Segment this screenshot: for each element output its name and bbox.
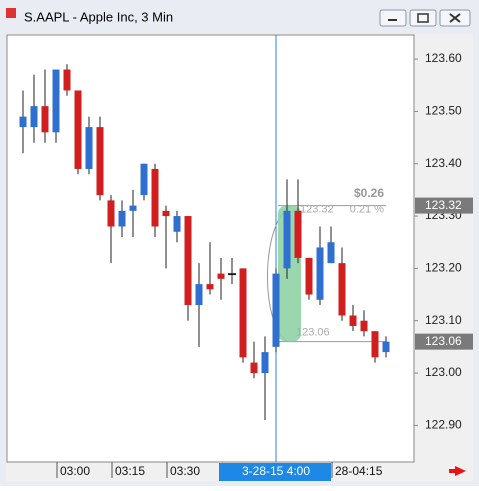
window-buttons[interactable]: [379, 9, 471, 27]
candle-body: [217, 273, 225, 279]
y-tick-label: 123.40: [425, 156, 462, 170]
candle-body: [30, 106, 38, 128]
candle-body: [195, 284, 203, 306]
price-tag-label: 123.32: [425, 198, 462, 212]
candle-body: [239, 268, 247, 358]
candle-body: [327, 242, 335, 264]
measure-change: $0.26: [354, 186, 384, 200]
x-tick-label: 28-04:15: [335, 464, 383, 478]
candle-body: [316, 247, 324, 300]
measure-percent: 0.21 %: [350, 203, 384, 215]
candle-body: [250, 362, 258, 374]
y-tick-label: 123.10: [425, 313, 462, 327]
candle-body: [338, 263, 346, 316]
candle-body: [96, 127, 104, 196]
candle-body: [360, 320, 368, 332]
candle-body: [349, 315, 357, 326]
y-tick-label: 123.50: [425, 104, 462, 118]
candle-body: [294, 210, 302, 258]
crosshair-time-label: 3-28-15 4:00: [242, 464, 310, 478]
candle-body: [140, 163, 148, 196]
x-tick-label: 03:00: [60, 464, 90, 478]
window-title: S.AAPL - Apple Inc, 3 Min: [24, 9, 173, 24]
measure-to-label: 123.32: [300, 203, 334, 215]
crosshair-time-box: [219, 463, 331, 481]
candle-body: [272, 273, 280, 347]
candle-body: [151, 168, 159, 227]
measure-from-label: 123.06: [296, 327, 330, 339]
candle-body: [85, 127, 93, 169]
price-tag: [415, 197, 473, 214]
candle-body: [228, 273, 236, 276]
y-tick-label: 123.20: [425, 261, 462, 275]
candle-body: [371, 331, 379, 358]
candle-body: [41, 106, 49, 133]
x-tick-label: 03:30: [170, 464, 200, 478]
app-icon: [6, 8, 16, 18]
candle-body: [206, 284, 214, 290]
candle-body: [107, 200, 115, 227]
candle-body: [173, 216, 181, 232]
candle-body: [52, 69, 60, 133]
x-tick-label: 03:15: [115, 464, 145, 478]
candle-body: [63, 69, 71, 91]
candle-body: [261, 352, 269, 374]
candle-body: [283, 210, 291, 269]
candle-body: [162, 210, 170, 217]
candle-body: [118, 210, 126, 227]
y-tick-label: 123.00: [425, 365, 462, 379]
price-tag-label: 123.06: [425, 334, 462, 348]
y-tick-label: 122.90: [425, 418, 462, 432]
candle-body: [19, 116, 27, 128]
candle-body: [74, 90, 82, 169]
candle-body: [382, 341, 390, 353]
y-tick-label: 123.60: [425, 51, 462, 65]
candle-body: [184, 216, 192, 306]
scroll-arrow[interactable]: [449, 466, 466, 476]
price-tag: [415, 333, 473, 350]
candle-body: [305, 257, 313, 295]
candle-body: [129, 205, 137, 211]
